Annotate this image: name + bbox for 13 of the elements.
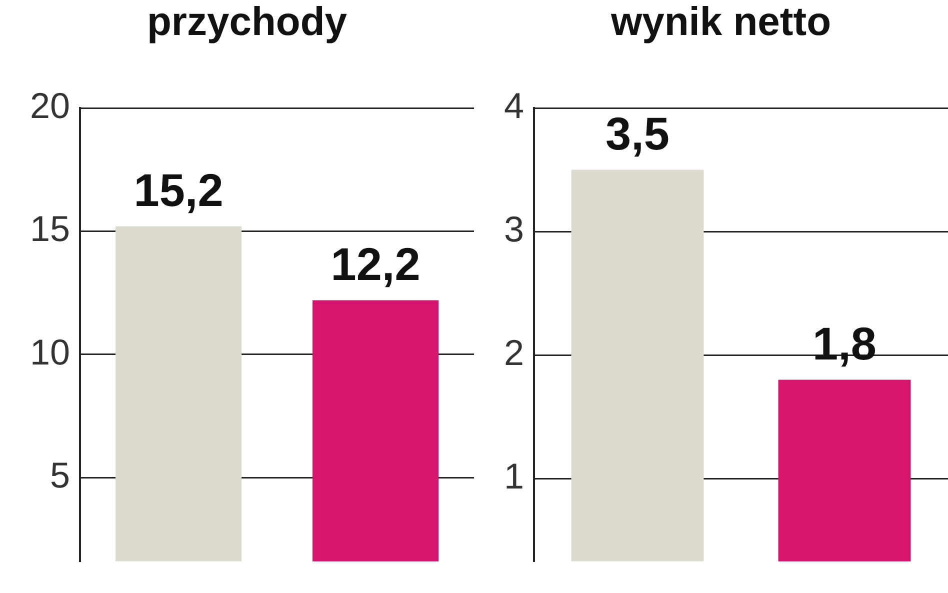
y-tick-label: 15 bbox=[30, 208, 70, 250]
y-tick-label: 2 bbox=[504, 332, 524, 374]
y-tick-label: 3 bbox=[504, 208, 524, 250]
y-tick-label: 20 bbox=[30, 84, 70, 126]
y-tick-label: 4 bbox=[504, 84, 524, 126]
y-tick-label: 10 bbox=[30, 331, 70, 372]
y-tick-label: 5 bbox=[50, 454, 70, 496]
data-label: 15,2 bbox=[134, 164, 224, 216]
chart-title: wynik netto bbox=[610, 0, 832, 44]
data-label: 3,5 bbox=[606, 107, 670, 160]
chart-title: przychody bbox=[146, 0, 348, 44]
data-label: 12,2 bbox=[330, 238, 420, 290]
y-tick-label: 1 bbox=[504, 456, 524, 497]
